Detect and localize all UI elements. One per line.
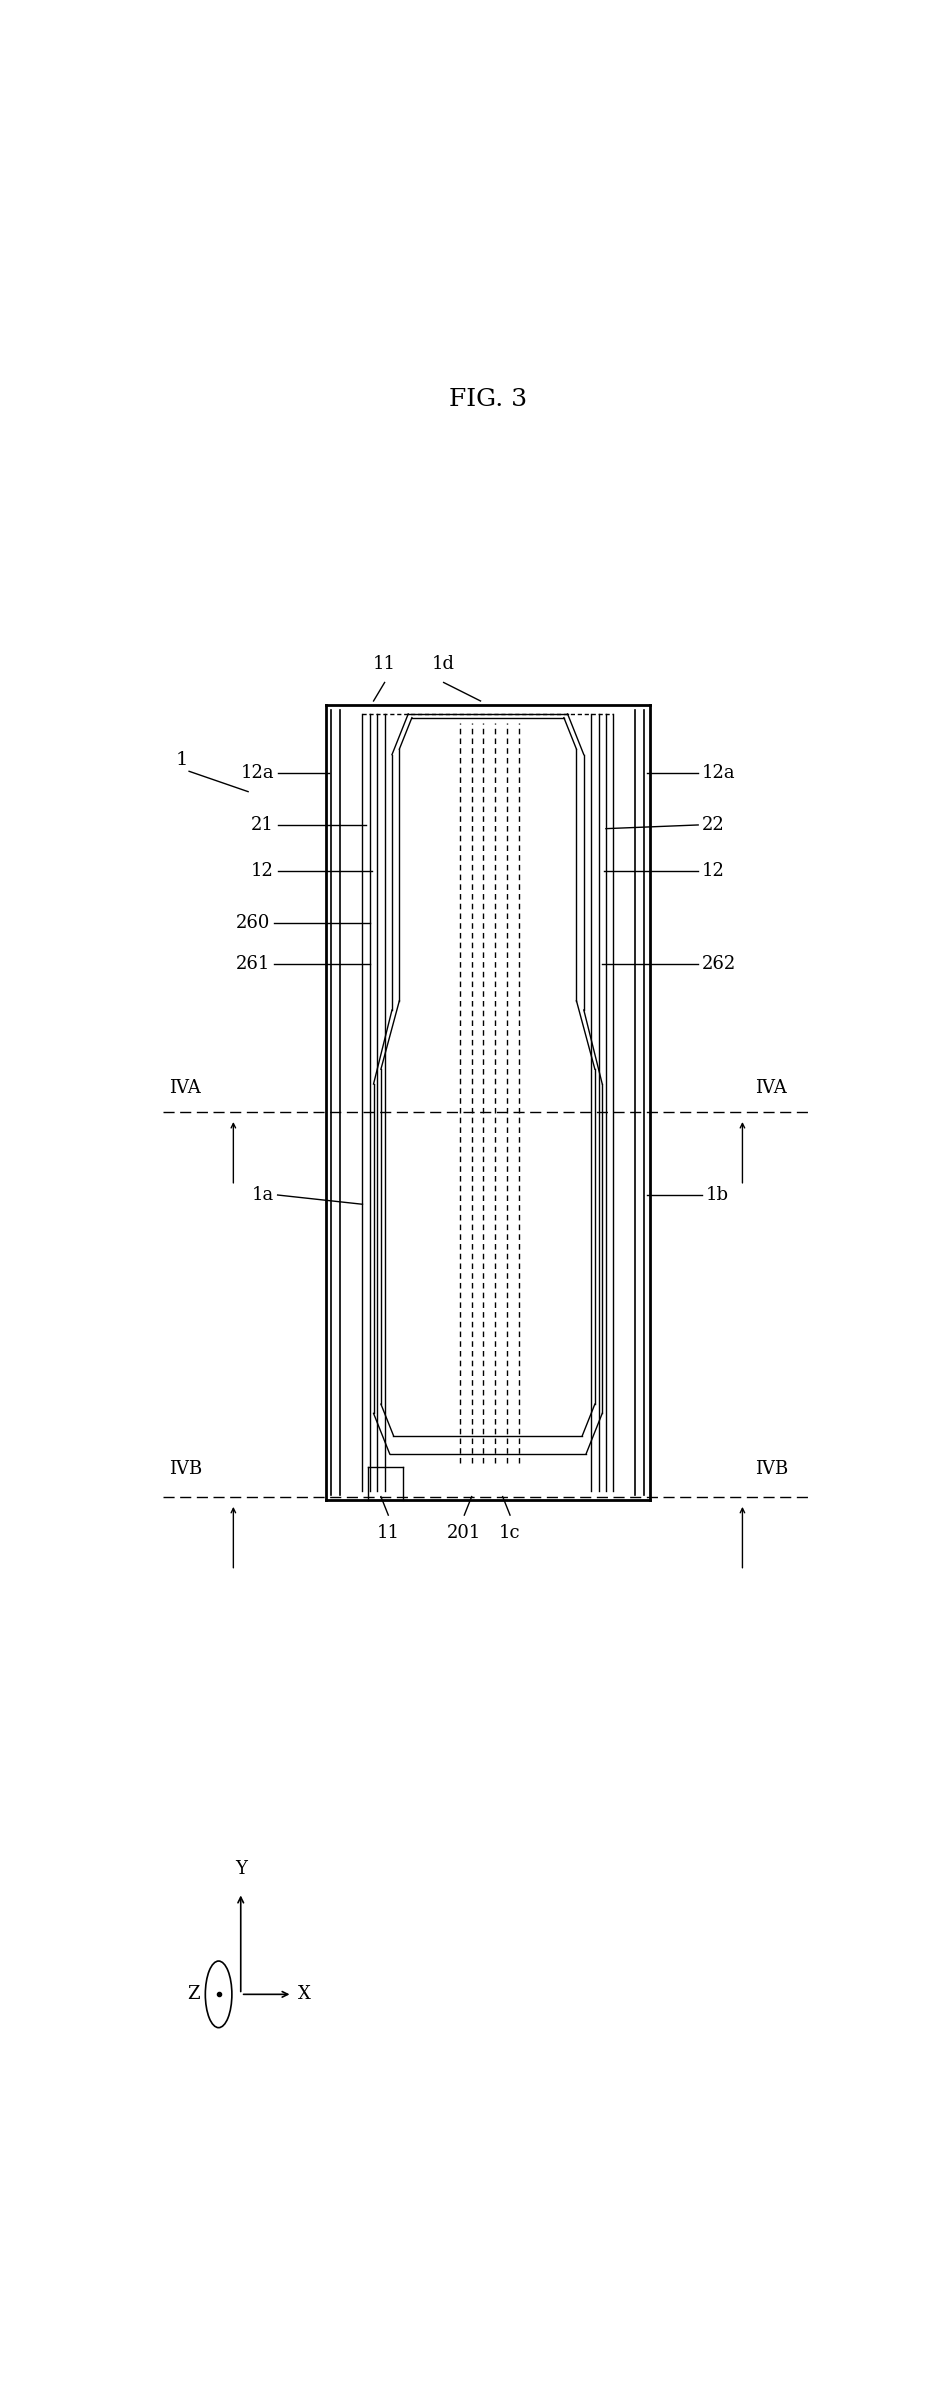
Text: 22: 22 xyxy=(702,817,724,834)
Text: 262: 262 xyxy=(702,954,736,973)
Text: 1b: 1b xyxy=(705,1187,728,1204)
Text: 21: 21 xyxy=(251,817,274,834)
Text: Z: Z xyxy=(188,1985,200,2004)
Text: Y: Y xyxy=(235,1860,247,1877)
Text: 260: 260 xyxy=(236,913,270,932)
Text: 12: 12 xyxy=(702,863,724,879)
Text: IVA: IVA xyxy=(169,1079,201,1096)
Text: 12: 12 xyxy=(251,863,274,879)
Text: FIG. 3: FIG. 3 xyxy=(448,387,527,411)
Text: 11: 11 xyxy=(377,1524,400,1543)
Text: 1: 1 xyxy=(175,752,188,769)
Text: IVA: IVA xyxy=(755,1079,786,1096)
Text: 201: 201 xyxy=(447,1524,482,1543)
Text: 261: 261 xyxy=(236,954,270,973)
Text: 12a: 12a xyxy=(240,764,274,781)
Text: IVB: IVB xyxy=(169,1461,203,1478)
Text: 1a: 1a xyxy=(251,1187,274,1204)
Text: 12a: 12a xyxy=(702,764,736,781)
Text: X: X xyxy=(298,1985,311,2004)
Text: IVB: IVB xyxy=(755,1461,788,1478)
Text: 1c: 1c xyxy=(499,1524,521,1543)
Text: 11: 11 xyxy=(373,656,396,673)
Text: 1d: 1d xyxy=(432,656,455,673)
